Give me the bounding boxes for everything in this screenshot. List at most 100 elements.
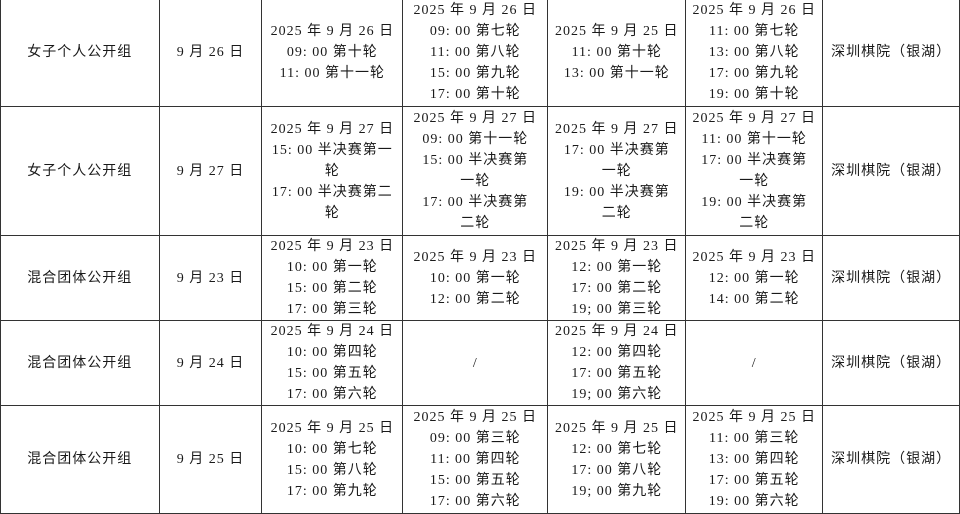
schedule-line: 2025 年 9 月 24 日 (555, 324, 679, 339)
table-row: 女子个人公开组 9 月 27 日 2025 年 9 月 27 日 15: 00 半决赛… (0, 106, 960, 236)
venue-cell: 深圳棋院（银湖） (822, 235, 960, 321)
venue-cell: 深圳棋院（银湖） (822, 320, 960, 406)
schedule-line: 17: 00 半决赛第 (563, 142, 670, 158)
schedule-cell: 2025 年 9 月 24 日 12: 00 第四轮 17: 00 第五轮 19; 0… (547, 320, 687, 406)
schedule-line: 17: 00 第六轮 (429, 494, 521, 509)
schedule-line: 2025 年 9 月 25 日 (413, 410, 538, 425)
schedule-line: 09: 00 第十轮 (286, 45, 378, 60)
date-cell: 9 月 24 日 (158, 320, 263, 406)
schedule-line: 2025 年 9 月 27 日 (413, 111, 538, 126)
schedule-line: 轮 (324, 163, 340, 179)
schedule-line: 11: 00 第八轮 (430, 45, 521, 60)
schedule-line: 15: 00 第五轮 (286, 366, 378, 381)
schedule-line: 10: 00 第七轮 (286, 441, 378, 457)
schedule-line: 二轮 (739, 216, 770, 231)
group-cell: 混合团体公开组 (0, 235, 160, 321)
schedule-line: 二轮 (460, 216, 491, 231)
date-cell: 9 月 25 日 (158, 405, 263, 514)
schedule-line: 12: 00 第二轮 (429, 291, 521, 307)
schedule-line: 17: 00 第十轮 (429, 87, 521, 102)
schedule-line: 15: 00 第八轮 (286, 462, 378, 478)
schedule-line: 一轮 (601, 163, 632, 179)
schedule-line: 10: 00 第四轮 (286, 345, 378, 360)
schedule-line: 19: 00 半决赛第 (563, 184, 670, 200)
group-cell: 女子个人公开组 (0, 106, 160, 236)
schedule-line: 19; 00 第九轮 (571, 483, 663, 499)
schedule-line: 2025 年 9 月 23 日 (413, 249, 538, 265)
schedule-line: 轮 (324, 205, 340, 221)
schedule-line: 09: 00 第三轮 (429, 431, 521, 446)
schedule-cell: 2025 年 9 月 26 日 09: 00 第十轮 11: 00 第十一轮 (261, 0, 404, 107)
schedule-line: 11: 00 第十一轮 (701, 132, 807, 147)
schedule-line: 17: 00 第五轮 (571, 366, 663, 381)
schedule-line: 09: 00 第十一轮 (422, 132, 529, 147)
schedule-line: 一轮 (460, 174, 491, 189)
schedule-line: 19: 00 半决赛第 (701, 195, 808, 210)
schedule-cell: / (402, 320, 549, 406)
table-row: 混合团体公开组 9 月 23 日 2025 年 9 月 23 日 10: 00 第一轮… (0, 235, 960, 321)
schedule-line: 2025 年 9 月 25 日 (270, 420, 395, 436)
schedule-line: 13: 00 第十一轮 (563, 66, 670, 81)
schedule-line: 12: 00 第一轮 (571, 260, 663, 275)
schedule-line: 12: 00 第四轮 (571, 345, 663, 360)
schedule-cell: 2025 年 9 月 27 日 11: 00 第十一轮 17: 00 半决赛第 一轮 1… (685, 106, 824, 236)
schedule-cell: 2025 年 9 月 23 日 12: 00 第一轮 14: 00 第二轮 (685, 235, 824, 321)
schedule-cell: 2025 年 9 月 27 日 09: 00 第十一轮 15: 00 半决赛第 一轮 1… (402, 106, 549, 236)
schedule-line: 12: 00 第七轮 (571, 441, 663, 457)
schedule-line: 15: 00 半决赛第 (422, 153, 529, 168)
schedule-line: 2025 年 9 月 27 日 (692, 111, 816, 126)
schedule-line: 15: 00 第二轮 (286, 281, 378, 296)
schedule-line: 2025 年 9 月 24 日 (270, 324, 395, 339)
schedule-line: 17: 00 第九轮 (286, 483, 378, 499)
date-cell: 9 月 23 日 (158, 235, 263, 321)
schedule-line: 2025 年 9 月 27 日 (555, 121, 679, 137)
schedule-line: 15: 00 第五轮 (429, 473, 521, 488)
table-row: 混合团体公开组 9 月 25 日 2025 年 9 月 25 日 10: 00 第七轮… (0, 405, 960, 514)
schedule-line: 11: 00 第十轮 (571, 45, 662, 60)
group-cell: 女子个人公开组 (0, 0, 160, 107)
schedule-line: 2025 年 9 月 26 日 (413, 3, 538, 18)
schedule-line: / (472, 355, 478, 371)
schedule-line: 10: 00 第一轮 (286, 260, 378, 275)
schedule-cell: 2025 年 9 月 25 日 10: 00 第七轮 15: 00 第八轮 17: 0… (261, 405, 404, 514)
schedule-line: 11: 00 第三轮 (709, 431, 800, 446)
schedule-line: 二轮 (601, 205, 632, 221)
schedule-cell: 2025 年 9 月 25 日 12: 00 第七轮 17: 00 第八轮 19; 0… (547, 405, 687, 514)
schedule-line: 2025 年 9 月 25 日 (692, 410, 816, 425)
schedule-cell: 2025 年 9 月 23 日 10: 00 第一轮 12: 00 第二轮 (402, 235, 549, 321)
schedule-line: 17: 00 第五轮 (708, 473, 800, 488)
schedule-line: 11: 00 第十一轮 (279, 66, 386, 81)
schedule-cell: 2025 年 9 月 23 日 10: 00 第一轮 15: 00 第二轮 17: 0… (261, 235, 404, 321)
schedule-line: 17: 00 第三轮 (286, 302, 378, 317)
schedule-line: 10: 00 第一轮 (429, 270, 521, 286)
schedule-line: 2025 年 9 月 26 日 (692, 3, 816, 18)
schedule-cell: 2025 年 9 月 26 日 11: 00 第七轮 13: 00 第八轮 17: 0… (685, 0, 824, 107)
schedule-line: 2025 年 9 月 25 日 (555, 420, 679, 436)
schedule-cell: / (685, 320, 824, 406)
group-cell: 混合团体公开组 (0, 405, 160, 514)
schedule-line: 15: 00 半决赛第一 (271, 142, 393, 158)
date-cell: 9 月 26 日 (158, 0, 263, 107)
schedule-line: 17: 00 半决赛第 (422, 195, 529, 210)
schedule-line: 2025 年 9 月 25 日 (555, 24, 679, 39)
date-cell: 9 月 27 日 (158, 106, 263, 236)
schedule-line: 17: 00 第二轮 (571, 281, 663, 296)
schedule-cell: 2025 年 9 月 27 日 17: 00 半决赛第 一轮 19: 00 半决赛第二… (547, 106, 687, 236)
schedule-line: 2025 年 9 月 23 日 (555, 239, 679, 254)
schedule-line: 17: 00 第八轮 (571, 462, 663, 478)
schedule-line: 11: 00 第四轮 (430, 452, 521, 467)
schedule-line: 17: 00 半决赛第二 (271, 184, 393, 200)
schedule-line: 19; 00 第六轮 (571, 387, 663, 402)
schedule-line: 17: 00 第九轮 (708, 66, 800, 81)
schedule-line: 11: 00 第七轮 (709, 24, 800, 39)
schedule-cell: 2025 年 9 月 23 日 12: 00 第一轮 17: 00 第二轮 19; 0… (547, 235, 687, 321)
schedule-line: 2025 年 9 月 23 日 (270, 239, 395, 254)
venue-cell: 深圳棋院（银湖） (822, 106, 960, 236)
schedule-line: 19; 00 第三轮 (571, 302, 663, 317)
table-row: 混合团体公开组 9 月 24 日 2025 年 9 月 24 日 10: 00 第四轮… (0, 320, 960, 406)
schedule-cell: 2025 年 9 月 26 日 09: 00 第七轮 11: 00 第八轮 15: 0… (402, 0, 549, 107)
table-row: 女子个人公开组 9 月 26 日 2025 年 9 月 26 日 09: 00 第十轮… (0, 0, 960, 107)
schedule-line: 12: 00 第一轮 (708, 270, 800, 286)
schedule-line: 19: 00 第十轮 (708, 87, 800, 102)
